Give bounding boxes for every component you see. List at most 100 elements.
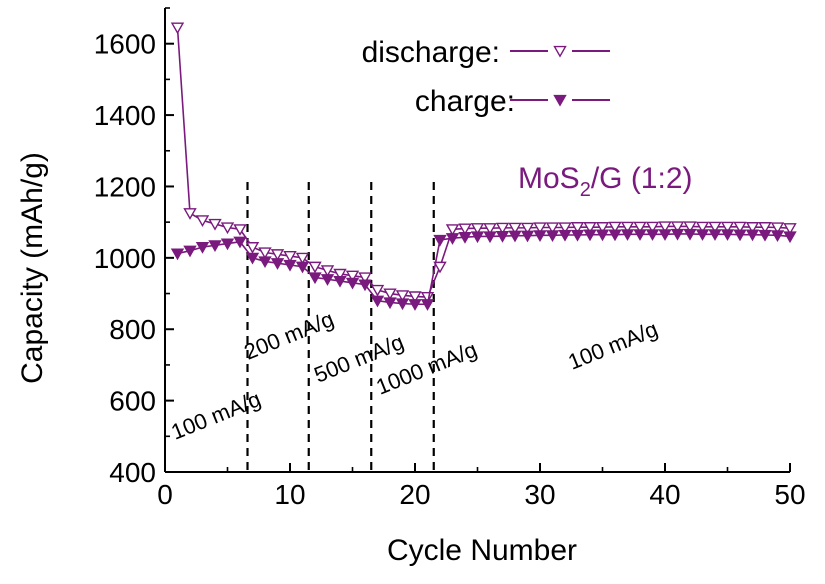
charge-point xyxy=(720,229,735,241)
plot-area xyxy=(170,22,797,472)
annotation-main: MoS xyxy=(518,162,580,195)
discharge-point xyxy=(358,272,372,285)
charge-point xyxy=(245,252,260,265)
y-tick-label: 800 xyxy=(109,314,156,345)
discharge-point xyxy=(170,22,185,35)
discharge-point xyxy=(295,252,310,265)
charge-point xyxy=(495,230,510,243)
charge-point xyxy=(520,230,535,243)
rate-label-5: 100 mA/g xyxy=(565,316,662,374)
discharge-point xyxy=(720,221,735,234)
charge-point xyxy=(620,229,635,241)
discharge-point xyxy=(658,221,672,234)
discharge-point xyxy=(283,250,297,263)
charge-point xyxy=(645,229,660,241)
charge-point xyxy=(195,242,210,254)
charge-point xyxy=(708,229,722,241)
y-tick-label: 600 xyxy=(109,386,156,417)
discharge-point xyxy=(595,222,610,234)
discharge-point xyxy=(545,222,560,235)
charge-point xyxy=(270,258,285,270)
charge-point xyxy=(695,229,710,241)
discharge-point xyxy=(570,222,585,234)
charge-point xyxy=(783,231,797,244)
discharge-point xyxy=(220,222,235,235)
charge-point xyxy=(595,229,610,242)
charge-point xyxy=(683,228,697,241)
charge-point xyxy=(258,256,272,269)
charge-point xyxy=(545,230,560,242)
discharge-point xyxy=(670,221,685,234)
x-axis-label: Cycle Number xyxy=(387,534,577,567)
discharge-point xyxy=(620,221,635,234)
y-axis-label: Capacity (mAh/g) xyxy=(16,152,49,384)
rate-label-1: 100 mA/g xyxy=(168,386,265,444)
discharge-point xyxy=(208,218,222,231)
discharge-point xyxy=(695,221,710,234)
y-tick-label: 1200 xyxy=(94,171,156,202)
annotation-subscript: 2 xyxy=(580,179,591,201)
x-tick-label: 50 xyxy=(774,479,805,510)
charge-point xyxy=(558,229,572,242)
x-tick-label: 30 xyxy=(524,479,555,510)
discharge-point xyxy=(233,224,247,236)
discharge-point xyxy=(433,261,447,274)
legend-label-charge: charge: xyxy=(415,85,515,118)
discharge-point xyxy=(633,221,647,234)
y-tick-label: 1400 xyxy=(94,100,156,131)
discharge-point xyxy=(758,222,772,234)
charge-point xyxy=(295,261,310,274)
discharge-point xyxy=(558,222,572,235)
discharge-point xyxy=(683,221,697,234)
legend-symbol-charge xyxy=(510,94,610,107)
x-tick-label: 10 xyxy=(274,479,305,510)
discharge-point xyxy=(783,223,797,235)
charge-point xyxy=(433,234,447,247)
discharge-point xyxy=(770,222,785,235)
legend-marker xyxy=(553,94,567,107)
x-tick-label: 40 xyxy=(649,479,680,510)
charge-point xyxy=(345,277,360,290)
discharge-point xyxy=(383,288,397,301)
charge-point xyxy=(670,228,685,241)
charge-point xyxy=(333,275,347,288)
discharge-point xyxy=(370,284,385,297)
charge-point xyxy=(745,229,760,242)
charge-point xyxy=(770,230,785,242)
charge-point xyxy=(408,299,422,311)
annotation-rest: /G (1:2) xyxy=(591,162,693,195)
discharge-point xyxy=(508,222,522,235)
discharge-point xyxy=(645,221,660,234)
discharge-point xyxy=(458,223,472,236)
discharge-point xyxy=(245,242,260,254)
discharge-point xyxy=(733,221,747,234)
legend-symbol-discharge xyxy=(510,45,610,58)
charge-point xyxy=(208,240,222,252)
discharge-point xyxy=(745,222,760,234)
discharge-point xyxy=(195,215,210,228)
discharge-point xyxy=(395,290,410,302)
charge-point xyxy=(233,236,247,249)
discharge-point xyxy=(483,223,497,235)
charge-point xyxy=(458,232,472,244)
discharge-point xyxy=(183,208,197,220)
charge-point xyxy=(220,238,235,251)
charge-point xyxy=(283,259,297,272)
charge-point xyxy=(633,229,647,241)
charge-point xyxy=(183,245,197,258)
discharge-point xyxy=(445,224,460,236)
discharge-point xyxy=(708,221,722,234)
series-line-charge xyxy=(177,233,791,306)
x-tick-label: 20 xyxy=(399,479,430,510)
charge-point xyxy=(383,297,397,310)
charge-point xyxy=(608,229,622,242)
charge-point xyxy=(733,229,747,242)
charge-point xyxy=(533,230,547,242)
discharge-point xyxy=(345,270,360,283)
y-tick-label: 1000 xyxy=(94,243,156,274)
charge-point xyxy=(470,231,485,244)
discharge-point xyxy=(533,222,547,235)
charge-point xyxy=(358,279,372,292)
charge-point xyxy=(370,295,385,308)
